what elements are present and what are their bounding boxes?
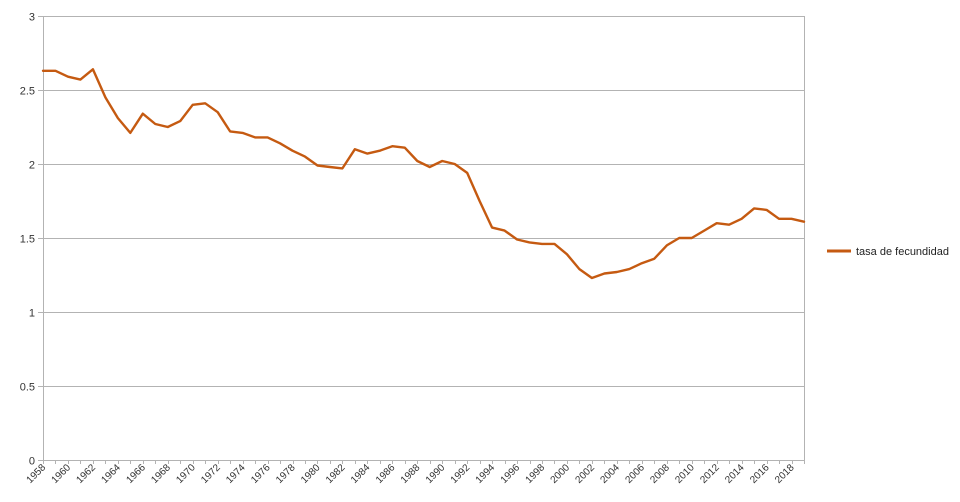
y-tick-label: 1 xyxy=(29,308,35,320)
y-axis: 0 0.5 1 1.5 2 2.5 3 xyxy=(20,12,805,468)
plot-area xyxy=(41,68,806,280)
y-tick-label: 2 xyxy=(29,160,35,172)
y-tick-label: 3 xyxy=(29,12,35,24)
legend: tasa de fecundidad xyxy=(827,246,949,258)
y-tick-label: 2.5 xyxy=(20,86,35,98)
y-tick-label: 1.5 xyxy=(20,234,35,246)
y-tick-label: 0 xyxy=(29,456,35,468)
series-line xyxy=(41,68,806,280)
gridlines xyxy=(38,16,804,461)
legend-label: tasa de fecundidad xyxy=(856,246,949,258)
y-tick-label: 0.5 xyxy=(20,382,35,394)
